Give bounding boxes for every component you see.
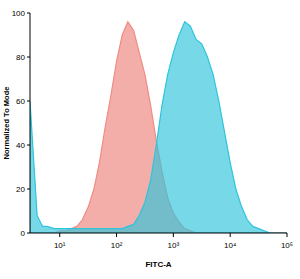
y-axis: [30, 13, 31, 233]
y-tick: [27, 189, 30, 190]
y-tick-label: 40: [16, 141, 25, 150]
histogram-area: [30, 22, 287, 233]
x-tick: [230, 233, 231, 237]
histogram-area: [30, 22, 287, 233]
y-tick: [27, 57, 30, 58]
y-tick: [27, 13, 30, 14]
y-tick-label: 60: [16, 97, 25, 106]
x-tick: [59, 233, 60, 237]
y-tick: [27, 233, 30, 234]
x-axis: [30, 233, 287, 234]
x-tick: [116, 233, 117, 237]
y-tick-label: 20: [16, 185, 25, 194]
y-axis-label: Normalized To Mode: [2, 87, 11, 160]
y-tick-label: 0: [21, 229, 26, 238]
x-tick-label: 10⁴: [224, 241, 237, 250]
y-tick: [27, 101, 30, 102]
x-tick-label: 10³: [168, 241, 180, 250]
x-tick: [173, 233, 174, 237]
x-tick: [287, 233, 288, 237]
y-tick: [27, 145, 30, 146]
chart: 0 20 40 60 80 100 10¹ 10² 10³ 10⁴ 10⁵ FITC-A Normali…: [0, 0, 300, 279]
y-tick-label: 80: [16, 53, 25, 62]
x-axis-label: FITC-A: [145, 260, 171, 269]
x-tick-label: 10²: [111, 241, 123, 250]
x-tick-label: 10¹: [54, 241, 66, 250]
y-tick-label: 100: [12, 9, 26, 18]
plot-area: [30, 22, 287, 233]
x-tick-label: 10⁵: [281, 241, 293, 250]
